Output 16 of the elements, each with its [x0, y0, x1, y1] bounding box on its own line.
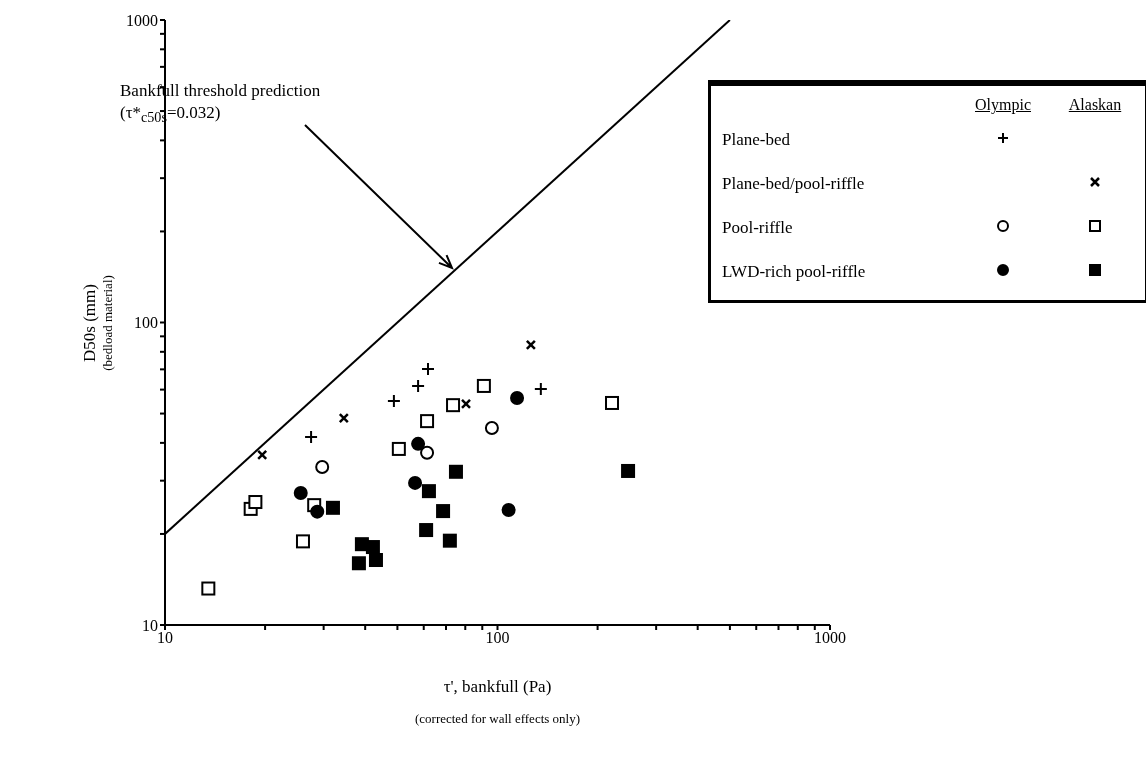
annotation: Plane-bed/pool-riffle [721, 173, 866, 195]
x-tick-label: 10 [157, 629, 173, 647]
x-tick-label: 1000 [814, 629, 846, 647]
annotation: Plane-bed [721, 129, 791, 151]
y-tick-label: 10 [142, 616, 158, 634]
x-axis-title: τ', bankfull (Pa) [442, 677, 553, 697]
text: (bedload material) [100, 274, 116, 371]
y-tick-label: 100 [134, 314, 158, 332]
y-tick-label: 1000 [126, 11, 158, 29]
text: Olympic [974, 95, 1032, 116]
text: (corrected for wall effects only) [413, 711, 582, 727]
y-axis-title: D50s (mm) [80, 282, 100, 364]
x-tick-label: 100 [485, 629, 510, 647]
text: Alaskan [1067, 95, 1123, 115]
annotation: LWD-rich pool-riffle [721, 261, 867, 283]
annotation: Pool-riffle [721, 217, 794, 239]
